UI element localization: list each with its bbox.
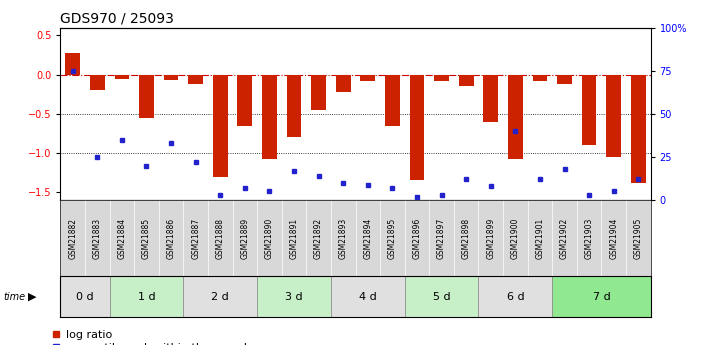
Bar (405, 276, 479, 317)
Text: ▶: ▶ (28, 292, 37, 302)
Text: 2 d: 2 d (211, 292, 229, 302)
Bar (188, 75, 203, 84)
Bar (479, 276, 552, 317)
Text: GSM21882: GSM21882 (68, 218, 77, 258)
Bar (508, 75, 523, 159)
Bar (287, 75, 301, 137)
Bar (533, 75, 547, 81)
Bar (434, 75, 449, 81)
Bar (262, 75, 277, 159)
Text: GDS970 / 25093: GDS970 / 25093 (60, 11, 174, 25)
Legend: log ratio, percentile rank within the sample: log ratio, percentile rank within the sa… (52, 330, 254, 345)
Text: 7 d: 7 d (592, 292, 610, 302)
Text: GSM21884: GSM21884 (117, 217, 127, 259)
Text: GSM21905: GSM21905 (634, 217, 643, 259)
Bar (483, 75, 498, 122)
Bar (65, 53, 80, 75)
Text: 5 d: 5 d (433, 292, 450, 302)
Text: GSM21891: GSM21891 (289, 217, 299, 259)
Bar (257, 276, 331, 317)
Bar (552, 276, 651, 317)
Bar (114, 75, 129, 79)
Text: 3 d: 3 d (285, 292, 303, 302)
Text: GSM21889: GSM21889 (240, 217, 250, 259)
Bar (582, 75, 597, 145)
Text: GSM21900: GSM21900 (510, 217, 520, 259)
Text: GSM21883: GSM21883 (93, 217, 102, 259)
Bar (164, 75, 178, 80)
Bar (213, 75, 228, 177)
Text: 6 d: 6 d (506, 292, 524, 302)
Bar (311, 75, 326, 110)
Bar (237, 75, 252, 126)
Bar (336, 75, 351, 92)
Text: 1 d: 1 d (138, 292, 155, 302)
Text: 4 d: 4 d (359, 292, 377, 302)
Text: GSM21894: GSM21894 (363, 217, 373, 259)
Text: time: time (4, 292, 26, 302)
Bar (459, 75, 474, 86)
Text: GSM21886: GSM21886 (166, 217, 176, 259)
Text: GSM21902: GSM21902 (560, 217, 569, 259)
Text: GSM21898: GSM21898 (461, 217, 471, 259)
Text: GSM21904: GSM21904 (609, 217, 618, 259)
Bar (60, 276, 109, 317)
Bar (557, 75, 572, 84)
Bar (331, 276, 405, 317)
Bar (183, 276, 257, 317)
Text: GSM21903: GSM21903 (584, 217, 594, 259)
Bar (139, 75, 154, 118)
Text: GSM21892: GSM21892 (314, 217, 323, 259)
Bar (606, 75, 621, 157)
Text: GSM21899: GSM21899 (486, 217, 496, 259)
Text: GSM21890: GSM21890 (265, 217, 274, 259)
Bar (109, 276, 183, 317)
Bar (385, 75, 400, 126)
Text: GSM21888: GSM21888 (215, 218, 225, 258)
Text: GSM21885: GSM21885 (142, 217, 151, 259)
Bar (360, 75, 375, 81)
Bar (410, 75, 424, 180)
Text: GSM21897: GSM21897 (437, 217, 446, 259)
Text: GSM21887: GSM21887 (191, 217, 201, 259)
Text: GSM21893: GSM21893 (338, 217, 348, 259)
Text: 0 d: 0 d (76, 292, 94, 302)
Bar (631, 75, 646, 183)
Bar (90, 75, 105, 90)
Text: GSM21901: GSM21901 (535, 217, 545, 259)
Text: GSM21895: GSM21895 (388, 217, 397, 259)
Text: GSM21896: GSM21896 (412, 217, 422, 259)
